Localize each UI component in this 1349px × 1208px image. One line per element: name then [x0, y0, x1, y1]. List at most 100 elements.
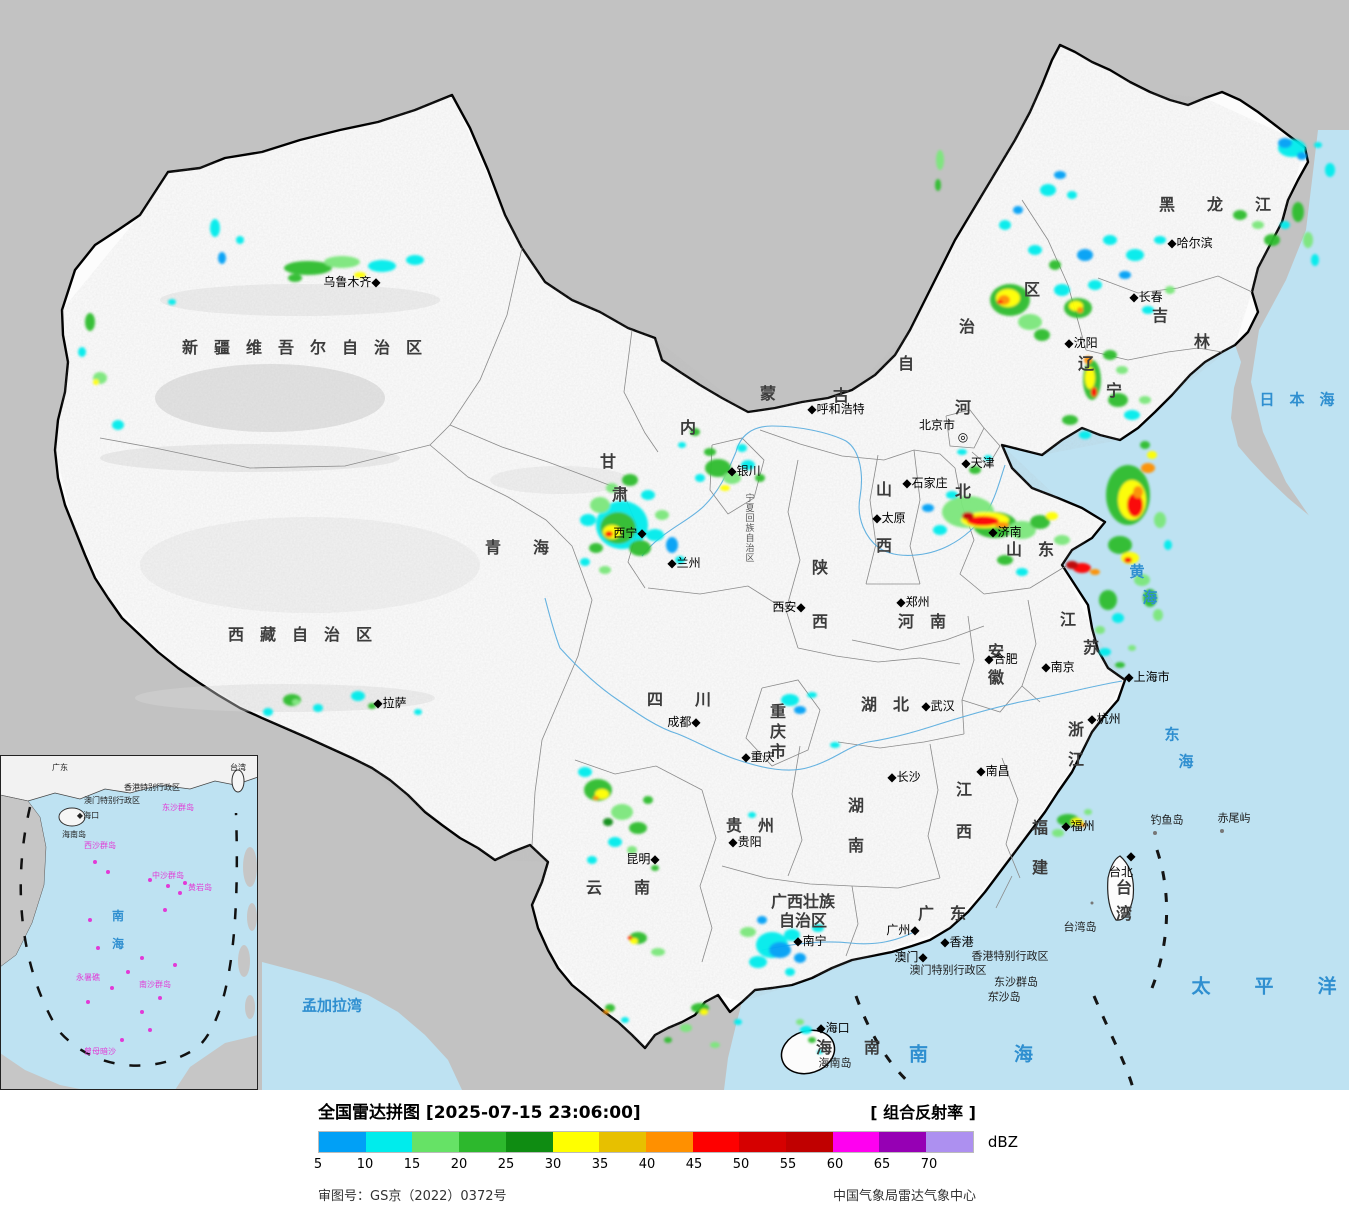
taiwan-island — [1107, 855, 1135, 921]
radar-echo — [808, 1037, 816, 1043]
radar-echo — [1126, 249, 1144, 261]
inset-philippines — [238, 847, 257, 1019]
radar-echo — [643, 796, 653, 804]
radar-echo — [933, 525, 947, 535]
radar-echo — [1079, 431, 1091, 439]
radar-echo — [817, 1050, 823, 1054]
radar-echo — [1165, 286, 1175, 294]
radar-echo — [595, 789, 609, 799]
radar-echo — [1278, 138, 1292, 148]
radar-echo — [1108, 536, 1132, 554]
inset-nine-dash-line — [19, 806, 239, 1067]
dbz-color-segment — [879, 1132, 927, 1152]
radar-echo — [651, 948, 665, 956]
radar-echo — [641, 490, 655, 500]
radar-echo — [1164, 540, 1172, 550]
radar-echo — [794, 953, 806, 963]
inset-indochina — [0, 794, 47, 968]
radar-echo — [1140, 441, 1150, 449]
radar-echo — [628, 936, 632, 940]
radar-echo — [1016, 568, 1028, 576]
dbz-value-label: 70 — [920, 1157, 938, 1172]
license-number: 审图号：GS京（2022）0372号 — [318, 1189, 507, 1204]
radar-echo — [1154, 236, 1166, 244]
inset-svg — [0, 754, 259, 1090]
radar-echo — [967, 516, 999, 526]
reef-marker — [120, 1038, 124, 1042]
radar-echo — [1034, 329, 1050, 341]
dbz-color-segment — [739, 1132, 787, 1152]
radar-echo — [1311, 254, 1319, 266]
radar-echo — [748, 812, 756, 818]
reef-marker — [166, 884, 170, 888]
radar-echo — [1292, 202, 1304, 222]
radar-echo — [621, 1017, 629, 1023]
reef-marker — [140, 1010, 144, 1014]
radar-echo — [313, 704, 323, 712]
radar-echo — [997, 555, 1013, 565]
radar-echo — [1297, 152, 1307, 160]
radar-echo — [1115, 662, 1125, 668]
radar-echo — [812, 924, 824, 932]
radar-echo — [1046, 512, 1058, 520]
radar-echo — [807, 692, 817, 698]
dbz-color-segment — [786, 1132, 833, 1152]
radar-echo — [680, 1024, 692, 1032]
radar-echo — [1090, 569, 1100, 575]
radar-echo — [690, 428, 700, 436]
radar-echo — [1127, 493, 1143, 517]
radar-echo — [957, 449, 967, 455]
radar-echo — [603, 818, 613, 826]
radar-echo — [781, 694, 799, 706]
dbz-color-segment — [645, 1132, 693, 1152]
japan-sea-area — [1251, 130, 1349, 580]
inset-sea — [0, 755, 258, 1090]
radar-echo — [737, 444, 747, 452]
radar-echo — [580, 558, 590, 566]
radar-echo — [1085, 367, 1095, 389]
radar-echo — [700, 1009, 708, 1015]
radar-echo — [605, 531, 613, 537]
radar-echo — [622, 474, 638, 486]
dbz-color-segment — [832, 1132, 880, 1152]
radar-echo — [630, 938, 638, 944]
radar-echo — [969, 466, 981, 474]
reef-marker — [173, 963, 177, 967]
dbz-color-segment — [599, 1132, 646, 1152]
radar-echo — [587, 856, 597, 864]
radar-echo — [935, 179, 941, 191]
radar-echo — [830, 742, 840, 748]
radar-echo — [351, 691, 365, 701]
radar-echo — [611, 804, 633, 820]
radar-echo — [1108, 393, 1128, 407]
radar-echo — [578, 767, 592, 777]
dbz-color-segment — [552, 1132, 600, 1152]
dbz-color-segment — [319, 1132, 366, 1152]
radar-echo — [218, 252, 226, 264]
radar-echo — [236, 236, 244, 244]
inset-taiwan — [231, 769, 245, 793]
dbz-value-label: 20 — [450, 1157, 468, 1172]
nine-dash-line — [854, 849, 1169, 1089]
radar-echo — [1124, 410, 1140, 420]
product-label: [ 组合反射率 ] — [870, 1102, 976, 1122]
radar-echo — [599, 566, 611, 574]
radar-echo — [997, 300, 1003, 304]
inset-malay — [0, 1053, 85, 1090]
radar-echo — [749, 956, 767, 968]
dbz-value-label: 30 — [544, 1157, 562, 1172]
radar-echo — [755, 474, 765, 482]
radar-echo — [112, 420, 124, 430]
radar-echo — [1077, 249, 1093, 261]
radar-echo — [1099, 590, 1117, 610]
radar-echo — [1030, 515, 1050, 529]
radar-echo — [1280, 221, 1290, 229]
radar-echo — [589, 543, 603, 553]
radar-echo — [664, 1037, 672, 1043]
radar-echo — [603, 525, 621, 539]
dbz-unit-label: dBZ — [987, 1133, 1018, 1151]
radar-echo — [769, 942, 791, 958]
reef-marker — [183, 881, 187, 885]
yellow-river — [641, 425, 1006, 557]
reef-marker — [148, 878, 152, 882]
